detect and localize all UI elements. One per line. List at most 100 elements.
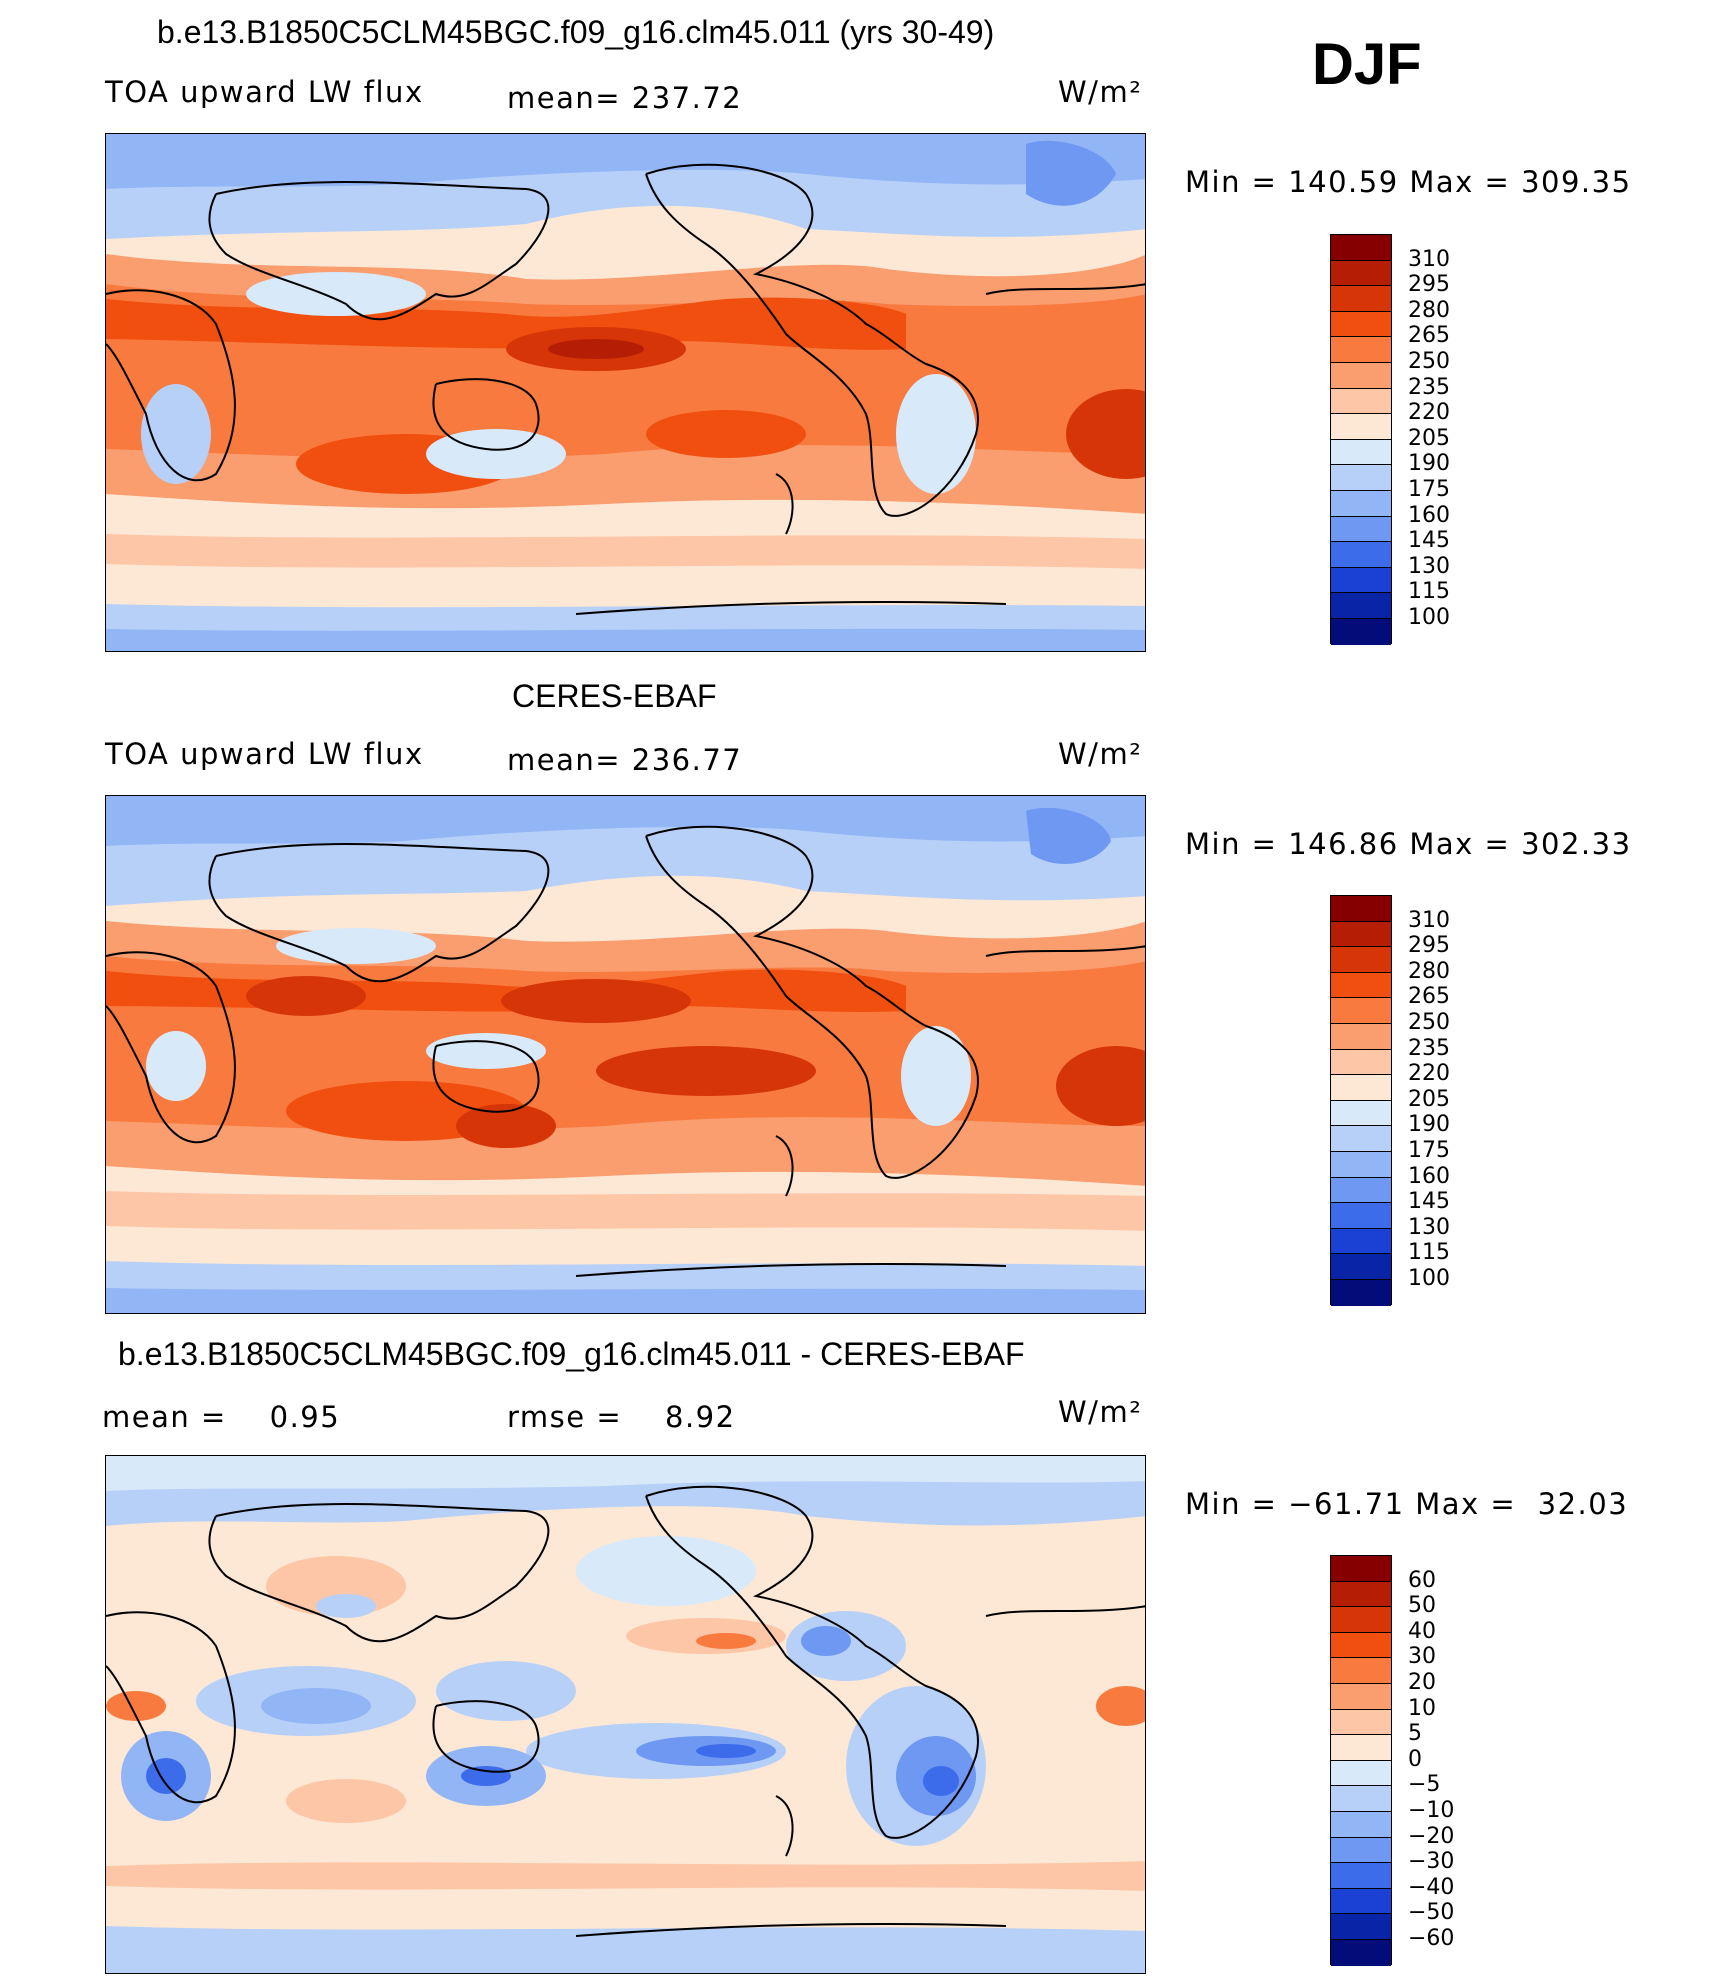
colorbar-swatch [1331, 1658, 1391, 1684]
colorbar-swatch [1331, 1837, 1391, 1864]
colorbar-swatch [1331, 1279, 1391, 1306]
colorbar-tick-label: 235 [1408, 1035, 1450, 1061]
colorbar-swatch [1331, 1151, 1391, 1178]
colorbar-tick-label: 10 [1408, 1695, 1436, 1721]
colorbar-swatch [1331, 1126, 1391, 1152]
colorbar-swatch [1331, 1228, 1391, 1255]
colorbar-swatch [1331, 286, 1391, 312]
colorbar-swatch [1331, 542, 1391, 568]
colorbar-tick-label: 220 [1408, 1061, 1450, 1087]
colorbar-swatch [1331, 1760, 1391, 1787]
colorbar-swatch [1331, 1254, 1391, 1280]
panel2-minmax: Min = 146.86 Max = 302.33 [1185, 827, 1632, 861]
colorbar-tick-label: 100 [1408, 1266, 1450, 1291]
colorbar-tick-label: 280 [1408, 958, 1450, 984]
colorbar-swatch [1331, 490, 1391, 517]
colorbar-swatch [1331, 618, 1391, 645]
colorbar-swatch [1331, 311, 1391, 338]
panel2-mean-label: mean= 236.77 [507, 743, 743, 777]
panel2-title: CERES-EBAF [512, 678, 717, 714]
colorbar-swatch [1331, 1914, 1391, 1940]
colorbar-swatch [1331, 1075, 1391, 1101]
panel3-units: W/m² [1058, 1395, 1143, 1429]
panel3-minmax: Min = −61.71 Max = 32.03 [1185, 1487, 1629, 1521]
colorbar-swatch [1331, 1863, 1391, 1889]
colorbar-tick-label: 40 [1408, 1618, 1436, 1644]
colorbar-tick-label: 265 [1408, 984, 1450, 1010]
panel1-minmax: Min = 140.59 Max = 309.35 [1185, 165, 1632, 199]
colorbar-tick-label: 30 [1408, 1644, 1436, 1670]
colorbar-tick-label: −20 [1408, 1823, 1455, 1849]
colorbar-swatch [1331, 1735, 1391, 1761]
colorbar-tick-label: 175 [1408, 477, 1450, 502]
colorbar-swatch [1331, 260, 1391, 287]
colorbar-swatch [1331, 1049, 1391, 1076]
colorbar-swatch [1331, 947, 1391, 973]
colorbar-tick-label: 145 [1408, 528, 1450, 554]
colorbar-tick-label: 175 [1408, 1138, 1450, 1163]
colorbar-swatch [1331, 1607, 1391, 1633]
colorbar-swatch [1331, 1581, 1391, 1608]
panel3-field [106, 1456, 1145, 1973]
colorbar-swatch [1331, 1556, 1391, 1582]
colorbar-swatch [1331, 1632, 1391, 1659]
colorbar-swatch [1331, 1177, 1391, 1204]
colorbar-tick-label: −40 [1408, 1874, 1455, 1900]
colorbar-swatch [1331, 516, 1391, 543]
panel2-field [106, 796, 1145, 1313]
colorbar-tick-label: 190 [1408, 451, 1450, 477]
panel2-colorbar [1330, 895, 1392, 1306]
colorbar-tick-label: 60 [1408, 1567, 1436, 1593]
colorbar-tick-label: 190 [1408, 1112, 1450, 1138]
panel1-colorbar [1330, 234, 1392, 645]
panel1-title: b.e13.B1850C5CLM45BGC.f09_g16.clm45.011 … [157, 14, 995, 50]
colorbar-tick-label: 145 [1408, 1189, 1450, 1215]
colorbar-tick-label: 250 [1408, 1010, 1450, 1035]
panel3-mean-label: mean = 0.95 [102, 1400, 341, 1434]
panel1-variable-label: TOA upward LW flux [105, 75, 424, 109]
colorbar-swatch [1331, 593, 1391, 619]
colorbar-swatch [1331, 362, 1391, 389]
colorbar-tick-label: 20 [1408, 1670, 1436, 1695]
colorbar-tick-label: 310 [1408, 246, 1450, 272]
colorbar-swatch [1331, 465, 1391, 491]
colorbar-tick-label: −60 [1408, 1926, 1455, 1951]
panel1-units: W/m² [1058, 75, 1143, 109]
colorbar-swatch [1331, 1023, 1391, 1050]
colorbar-swatch [1331, 1786, 1391, 1812]
colorbar-swatch [1331, 1811, 1391, 1838]
colorbar-swatch [1331, 1100, 1391, 1127]
colorbar-tick-label: 235 [1408, 374, 1450, 400]
colorbar-swatch [1331, 921, 1391, 948]
colorbar-swatch [1331, 567, 1391, 594]
colorbar-tick-label: 205 [1408, 425, 1450, 451]
colorbar-swatch [1331, 388, 1391, 415]
colorbar-tick-label: 310 [1408, 907, 1450, 933]
colorbar-tick-label: 115 [1408, 1240, 1450, 1266]
colorbar-swatch [1331, 1683, 1391, 1710]
panel3-title: b.e13.B1850C5CLM45BGC.f09_g16.clm45.011 … [118, 1336, 1025, 1372]
colorbar-tick-label: −30 [1408, 1849, 1455, 1875]
colorbar-swatch [1331, 1939, 1391, 1966]
colorbar-tick-label: 50 [1408, 1593, 1436, 1619]
colorbar-tick-label: 0 [1408, 1746, 1422, 1772]
colorbar-swatch [1331, 1203, 1391, 1229]
colorbar-tick-label: −10 [1408, 1798, 1455, 1823]
colorbar-tick-label: 130 [1408, 553, 1450, 579]
colorbar-swatch [1331, 337, 1391, 363]
colorbar-tick-label: 160 [1408, 1163, 1450, 1189]
colorbar-swatch [1331, 998, 1391, 1024]
colorbar-swatch [1331, 972, 1391, 999]
colorbar-tick-label: −5 [1408, 1772, 1441, 1798]
colorbar-swatch [1331, 896, 1391, 922]
colorbar-tick-label: 295 [1408, 933, 1450, 959]
panel3-rmse-label: rmse = 8.92 [507, 1400, 736, 1434]
colorbar-tick-label: 220 [1408, 400, 1450, 426]
colorbar-tick-label: 130 [1408, 1214, 1450, 1240]
colorbar-tick-label: 265 [1408, 323, 1450, 349]
colorbar-tick-label: 160 [1408, 502, 1450, 528]
season-label: DJF [1312, 32, 1422, 97]
colorbar-tick-label: −50 [1408, 1900, 1455, 1926]
panel3-colorbar [1330, 1555, 1392, 1966]
colorbar-swatch [1331, 414, 1391, 440]
